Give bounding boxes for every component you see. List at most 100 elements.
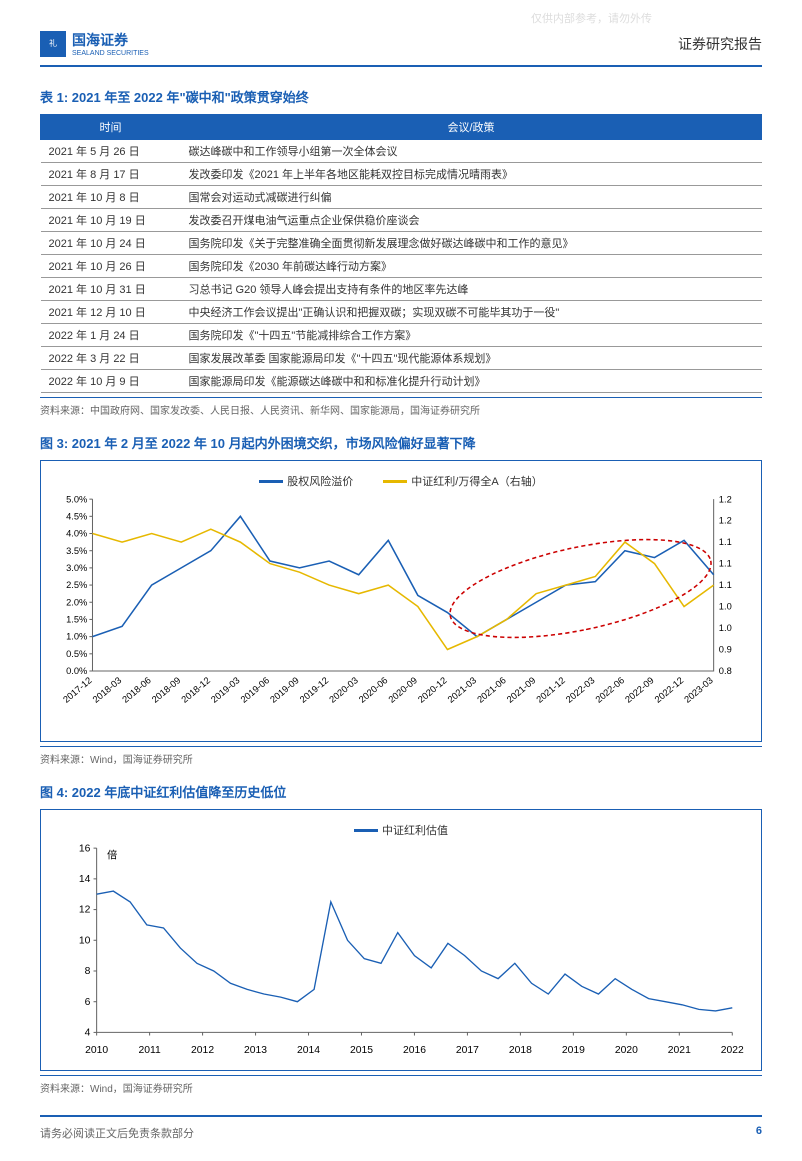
- svg-text:2020-06: 2020-06: [357, 675, 390, 705]
- logo-mark: 礼: [40, 31, 66, 57]
- svg-text:倍: 倍: [107, 849, 117, 862]
- chart3-legend: 股权风险溢价 中证红利/万得全A（右轴）: [49, 473, 753, 489]
- svg-text:2019-12: 2019-12: [298, 675, 331, 705]
- svg-text:1.0%: 1.0%: [66, 632, 87, 642]
- svg-text:10: 10: [79, 935, 91, 946]
- svg-text:6: 6: [85, 997, 91, 1008]
- svg-text:2018: 2018: [509, 1045, 532, 1056]
- svg-text:3.0%: 3.0%: [66, 563, 87, 573]
- header-right: 证券研究报告: [678, 34, 762, 54]
- svg-text:1.5%: 1.5%: [66, 615, 87, 625]
- svg-text:2011: 2011: [138, 1045, 160, 1056]
- svg-text:8: 8: [85, 966, 91, 977]
- table1-title: 表 1: 2021 年至 2022 年"碳中和"政策贯穿始终: [40, 87, 762, 106]
- svg-text:4.0%: 4.0%: [66, 529, 87, 539]
- logo: 礼 国海证券 SEALAND SECURITIES: [40, 30, 149, 57]
- chart4-svg: 4 6 8 10 12 14 16 倍 2010 2011 2012 2013 2014 2015 2016…: [49, 844, 753, 1061]
- svg-text:2013: 2013: [244, 1045, 267, 1056]
- svg-text:2018-09: 2018-09: [150, 675, 183, 705]
- c3leg1: 中证红利/万得全A（右轴）: [411, 473, 542, 489]
- svg-text:2023-03: 2023-03: [682, 675, 715, 705]
- table-row: 2021 年 8 月 17 日发改委印发《2021 年上半年各地区能耗双控目标完…: [41, 163, 762, 186]
- svg-text:0.0%: 0.0%: [66, 666, 87, 676]
- svg-text:4.5%: 4.5%: [66, 511, 87, 521]
- chart3-source: 资料来源：Wind，国海证券研究所: [40, 746, 762, 766]
- svg-text:2022-06: 2022-06: [594, 675, 627, 705]
- svg-text:2018-03: 2018-03: [91, 675, 124, 705]
- svg-text:2019: 2019: [562, 1045, 585, 1056]
- watermark: 仅供内部参考，请勿外传: [531, 10, 652, 26]
- svg-text:0.9: 0.9: [719, 645, 732, 655]
- c4leg0: 中证红利估值: [382, 822, 448, 838]
- svg-text:2022-12: 2022-12: [653, 675, 686, 705]
- svg-text:16: 16: [79, 844, 91, 854]
- chart4-title: 图 4: 2022 年底中证红利估值降至历史低位: [40, 782, 762, 801]
- svg-text:1.1: 1.1: [719, 559, 732, 569]
- svg-text:1.1: 1.1: [719, 580, 732, 590]
- table-row: 2021 年 10 月 31 日习总书记 G20 领导人峰会提出支持有条件的地区…: [41, 278, 762, 301]
- svg-text:5.0%: 5.0%: [66, 495, 87, 504]
- svg-text:1.2: 1.2: [719, 516, 732, 526]
- svg-text:2018-12: 2018-12: [180, 675, 213, 705]
- table-row: 2022 年 1 月 24 日国务院印发《"十四五"节能减排综合工作方案》: [41, 324, 762, 347]
- svg-text:2014: 2014: [297, 1045, 320, 1056]
- chart4-legend: 中证红利估值: [49, 822, 753, 838]
- svg-text:2021-09: 2021-09: [505, 675, 538, 705]
- logo-en: SEALAND SECURITIES: [72, 50, 149, 57]
- svg-text:2020-12: 2020-12: [416, 675, 449, 705]
- svg-text:2019-09: 2019-09: [268, 675, 301, 705]
- svg-text:4: 4: [85, 1028, 91, 1039]
- chart3-svg: 0.0% 0.5% 1.0% 1.5% 2.0% 2.5% 3.0% 3.5% 4.0% 4.5%…: [49, 495, 753, 733]
- logo-cn: 国海证券: [72, 32, 128, 48]
- svg-text:2015: 2015: [350, 1045, 373, 1056]
- svg-text:2019-06: 2019-06: [239, 675, 272, 705]
- table-row: 2021 年 5 月 26 日碳达峰碳中和工作领导小组第一次全体会议: [41, 140, 762, 163]
- table-row: 2021 年 10 月 26 日国务院印发《2030 年前碳达峰行动方案》: [41, 255, 762, 278]
- table-row: 2021 年 10 月 8 日国常会对运动式减碳进行纠偏: [41, 186, 762, 209]
- table-row: 2022 年 3 月 22 日国家发展改革委 国家能源局印发《"十四五"现代能源…: [41, 347, 762, 370]
- svg-text:0.5%: 0.5%: [66, 649, 87, 659]
- svg-text:2020-09: 2020-09: [387, 675, 420, 705]
- svg-text:0.8: 0.8: [719, 666, 732, 676]
- svg-text:2.0%: 2.0%: [66, 597, 87, 607]
- svg-text:12: 12: [79, 905, 91, 916]
- chart4-box: 中证红利估值 4 6 8 10 12 14 16 倍 2010 2011 2012 2013 2014 2…: [40, 809, 762, 1070]
- footer: 请务必阅读正文后免责条款部分 6: [40, 1115, 762, 1141]
- svg-text:2017: 2017: [456, 1045, 479, 1056]
- svg-text:1.2: 1.2: [719, 495, 732, 504]
- svg-text:2021-03: 2021-03: [446, 675, 479, 705]
- chart4-source: 资料来源：Wind，国海证券研究所: [40, 1075, 762, 1095]
- table-row: 2022 年 10 月 9 日国家能源局印发《能源碳达峰碳中和和标准化提升行动计…: [41, 370, 762, 393]
- table-row: 2021 年 10 月 24 日国务院印发《关于完整准确全面贯彻新发展理念做好碳…: [41, 232, 762, 255]
- svg-text:1.0: 1.0: [719, 623, 732, 633]
- svg-text:2020-03: 2020-03: [327, 675, 360, 705]
- svg-text:2018-06: 2018-06: [120, 675, 153, 705]
- page-header: 礼 国海证券 SEALAND SECURITIES 证券研究报告: [40, 30, 762, 67]
- svg-text:2010: 2010: [85, 1045, 108, 1056]
- svg-text:1.1: 1.1: [719, 537, 732, 547]
- table-row: 2021 年 10 月 19 日发改委召开煤电油气运重点企业保供稳价座谈会: [41, 209, 762, 232]
- svg-text:2.5%: 2.5%: [66, 580, 87, 590]
- col-time: 时间: [41, 115, 181, 140]
- svg-text:2022-03: 2022-03: [564, 675, 597, 705]
- svg-text:2012: 2012: [191, 1045, 214, 1056]
- svg-text:1.0: 1.0: [719, 602, 732, 612]
- chart3-box: 股权风险溢价 中证红利/万得全A（右轴） 0.0% 0.5% 1.0% 1.5% 2.0…: [40, 460, 762, 742]
- svg-text:3.5%: 3.5%: [66, 546, 87, 556]
- svg-text:14: 14: [79, 874, 91, 885]
- table1-source: 资料来源：中国政府网、国家发改委、人民日报、人民资讯、新华网、国家能源局，国海证…: [40, 397, 762, 417]
- policy-table: 时间 会议/政策 2021 年 5 月 26 日碳达峰碳中和工作领导小组第一次全…: [40, 114, 762, 393]
- svg-text:2016: 2016: [403, 1045, 426, 1056]
- svg-text:2019-03: 2019-03: [209, 675, 242, 705]
- svg-text:2022: 2022: [721, 1045, 744, 1056]
- svg-text:2020: 2020: [615, 1045, 638, 1056]
- svg-text:2021-12: 2021-12: [534, 675, 567, 705]
- chart3-title: 图 3: 2021 年 2 月至 2022 年 10 月起内外困境交织，市场风险…: [40, 433, 762, 452]
- c3leg0: 股权风险溢价: [287, 473, 353, 489]
- svg-text:2021: 2021: [668, 1045, 691, 1056]
- svg-text:2021-06: 2021-06: [475, 675, 508, 705]
- table-row: 2021 年 12 月 10 日中央经济工作会议提出"正确认识和把握双碳；实现双…: [41, 301, 762, 324]
- col-policy: 会议/政策: [181, 115, 762, 140]
- svg-text:2022-09: 2022-09: [623, 675, 656, 705]
- svg-text:2017-12: 2017-12: [61, 675, 94, 705]
